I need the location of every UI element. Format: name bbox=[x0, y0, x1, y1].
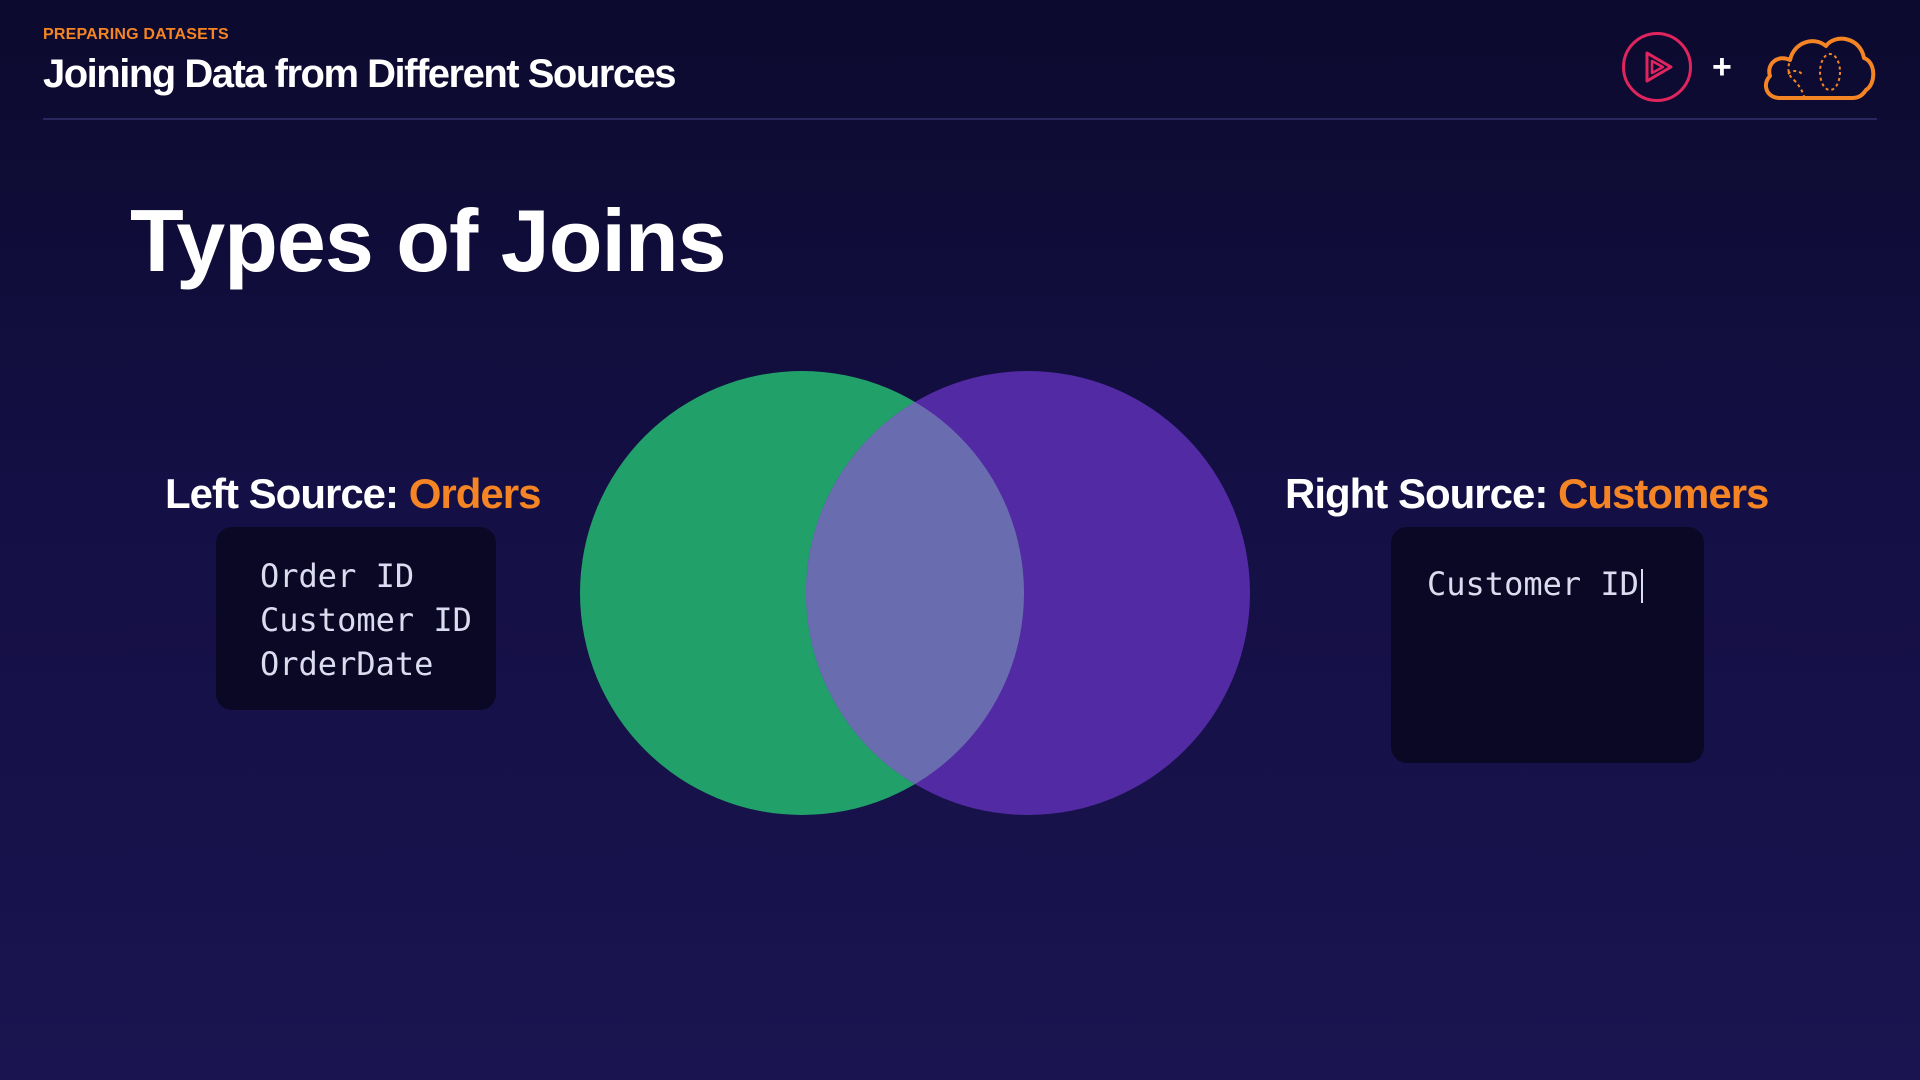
field-text: Customer ID bbox=[1427, 565, 1639, 603]
intersection-area bbox=[806, 371, 1024, 815]
field-item: Customer ID bbox=[1427, 562, 1704, 606]
play-triangle-icon bbox=[1645, 51, 1673, 83]
cloud-icon bbox=[1763, 36, 1876, 100]
header-divider bbox=[43, 118, 1877, 120]
right-source-name: Customers bbox=[1558, 470, 1769, 517]
field-item: OrderDate bbox=[260, 645, 434, 683]
venn-diagram bbox=[580, 371, 1250, 815]
play-logo-icon bbox=[1622, 32, 1692, 102]
left-source-name: Orders bbox=[408, 470, 542, 517]
slide-title: Types of Joins bbox=[130, 191, 727, 290]
left-source-fields: Order ID Customer ID OrderDate bbox=[216, 527, 496, 710]
section-label: PREPARING DATASETS bbox=[43, 26, 229, 43]
course-title: Joining Data from Different Sources bbox=[43, 52, 677, 96]
text-cursor bbox=[1640, 569, 1643, 603]
right-source-label: Right Source: bbox=[1285, 470, 1548, 517]
left-source-label: Left Source: bbox=[165, 470, 399, 517]
plus-sign: + bbox=[1712, 48, 1732, 86]
right-source-fields: Customer ID bbox=[1391, 527, 1704, 763]
field-item: Customer ID bbox=[260, 601, 472, 639]
left-source-heading: Left Source: Orders bbox=[165, 470, 542, 518]
right-source-heading: Right Source: Customers bbox=[1285, 470, 1769, 518]
field-item: Order ID bbox=[260, 557, 415, 595]
header: PREPARING DATASETS Joining Data from Dif… bbox=[43, 26, 677, 97]
